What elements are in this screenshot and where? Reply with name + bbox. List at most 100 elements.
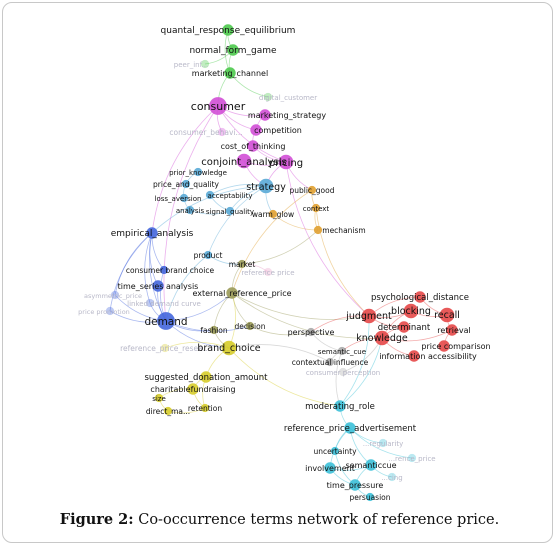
term-node-context xyxy=(311,203,321,213)
term-label-reference-price-advertisement: reference_price_advertisement xyxy=(284,424,417,434)
term-label-price-promotion: price promotion xyxy=(78,308,130,316)
term-label-product: product xyxy=(194,251,223,260)
term-label-reference-price-cyan: ...rence_price xyxy=(388,455,435,463)
term-label-semantic-cue: semantic_cue xyxy=(318,348,366,356)
term-node-semantic-cue-2 xyxy=(365,459,377,471)
term-label-determinant: determinant xyxy=(378,323,431,333)
term-label-conjoint-analysis: conjoint_analysis xyxy=(201,157,286,168)
network-edge xyxy=(151,185,267,234)
term-node-suggested-donation-amount xyxy=(200,371,212,383)
term-node-marketing-strategy xyxy=(259,109,271,121)
term-node-contextual-influence xyxy=(325,357,335,367)
term-node-size xyxy=(154,393,164,403)
term-node-pricing xyxy=(278,154,294,170)
term-label-price-comparison: price comparison xyxy=(421,342,490,351)
term-node-market xyxy=(237,259,247,269)
term-node-perspective xyxy=(306,327,316,337)
term-node-time-series-analysis xyxy=(152,280,164,292)
term-node-asymmetric-price xyxy=(110,290,120,300)
term-label-analysis: analysis xyxy=(176,207,205,215)
term-node-reference-price-research xyxy=(160,343,170,353)
term-label-quantal-response-equilibrium: quantal_response_equilibrium xyxy=(161,26,296,36)
term-label-involvement: involvement xyxy=(305,464,355,473)
term-label-mechanism: mechanism xyxy=(322,226,365,235)
term-node-regularity xyxy=(378,438,388,448)
term-node-price-and-quality xyxy=(181,179,191,189)
term-node-signal-quality xyxy=(225,206,235,216)
term-label-uncertainty: uncertainty xyxy=(313,447,357,456)
term-node-normal-form-game xyxy=(227,44,239,56)
network-edge xyxy=(228,347,341,407)
term-node-consumer-brand-choice xyxy=(159,265,169,275)
term-node-information-accessibility xyxy=(408,350,420,362)
term-label-suggested-donation-amount: suggested_donation_amount xyxy=(145,373,269,383)
term-node-consumer-behavior xyxy=(217,127,227,137)
network-edge xyxy=(114,232,153,296)
network-edge xyxy=(249,325,312,336)
term-label-loss-aversion: loss_aversion xyxy=(155,195,202,203)
term-node-charitable-fundraising xyxy=(187,383,199,395)
term-node-semantic-cue xyxy=(337,346,347,356)
term-node-consumer-perception xyxy=(338,367,348,377)
network-edge xyxy=(339,337,383,407)
node-layer xyxy=(105,24,458,502)
term-node-digital-customer xyxy=(263,92,273,102)
term-label-empirical-analysis: empirical_analysis xyxy=(111,229,194,239)
network-edge xyxy=(231,292,383,339)
term-label-blocking: blocking xyxy=(391,306,431,317)
term-node-empirical-analysis xyxy=(146,227,158,239)
network-edge xyxy=(315,207,370,317)
term-label-price-and-quality: price_and_quality xyxy=(153,180,219,189)
term-node-recall xyxy=(439,307,455,323)
term-node-strategy xyxy=(258,178,274,194)
network-edge xyxy=(213,292,233,331)
term-label-consumer: consumer xyxy=(191,100,246,113)
term-label-consumer-brand-choice: consumer brand choice xyxy=(126,266,215,275)
term-node-peer-influence xyxy=(200,59,210,69)
term-label-public-good: public_good xyxy=(289,186,334,195)
network-edge xyxy=(285,161,370,317)
term-node-external-reference-price xyxy=(226,287,238,299)
term-label-consumer-behavior: consumer_behavi... xyxy=(169,128,242,137)
term-label-marketing-strategy: marketing_strategy xyxy=(248,111,326,120)
term-label-external-reference-price: external_reference_price xyxy=(192,289,291,298)
term-label-peer-influence: peer_inf... xyxy=(174,61,208,69)
term-label-strategy: strategy xyxy=(246,182,286,193)
network-edge xyxy=(149,232,167,322)
term-node-mechanism xyxy=(313,225,323,235)
term-label-cost-of-thinking: cost_of_thinking xyxy=(221,142,286,151)
network-edge xyxy=(144,232,153,304)
term-label-contextual-influence: contextual influence xyxy=(292,358,369,367)
term-label-psychological-distance: psychological_distance xyxy=(371,293,469,303)
term-label-pricing-cyan: ...cing xyxy=(381,474,402,482)
term-label-size: size xyxy=(152,395,166,403)
term-node-marketing-channel xyxy=(224,67,236,79)
term-node-decision xyxy=(245,321,255,331)
term-node-reference-price-cyan xyxy=(407,453,417,463)
term-label-acceptability: acceptability xyxy=(208,192,253,200)
term-label-market: market xyxy=(229,260,256,269)
term-node-consumer xyxy=(209,97,227,115)
term-node-warm-glow xyxy=(268,209,278,219)
network-edge xyxy=(163,105,219,322)
term-label-context: context xyxy=(303,205,330,213)
term-node-fashion xyxy=(209,325,219,335)
term-node-pricing-cyan xyxy=(387,472,397,482)
term-node-judgment xyxy=(361,308,377,324)
term-node-loss-aversion xyxy=(179,193,189,203)
term-label-digital-customer: digital_customer xyxy=(259,94,317,102)
caption-text: Co-occurrence terms network of reference… xyxy=(138,512,500,528)
figure-caption: Figure 2: Co-occurrence terms network of… xyxy=(0,511,559,528)
term-label-competition: competition xyxy=(254,126,302,135)
term-label-decision: decision xyxy=(235,322,266,331)
network-edge xyxy=(228,292,236,349)
network-edge xyxy=(272,213,319,231)
term-node-prior-knowledge xyxy=(193,167,203,177)
term-label-judgment: judgment xyxy=(345,311,392,322)
term-node-time-pressure xyxy=(349,479,361,491)
term-label-prior-knowledge: prior_knowledge xyxy=(169,169,227,177)
term-label-time-series-analysis: time_series analysis xyxy=(118,282,199,291)
term-node-analysis xyxy=(185,205,195,215)
term-node-public-good xyxy=(307,185,317,195)
term-label-charitable-fundraising: charitablefundraising xyxy=(150,385,235,394)
